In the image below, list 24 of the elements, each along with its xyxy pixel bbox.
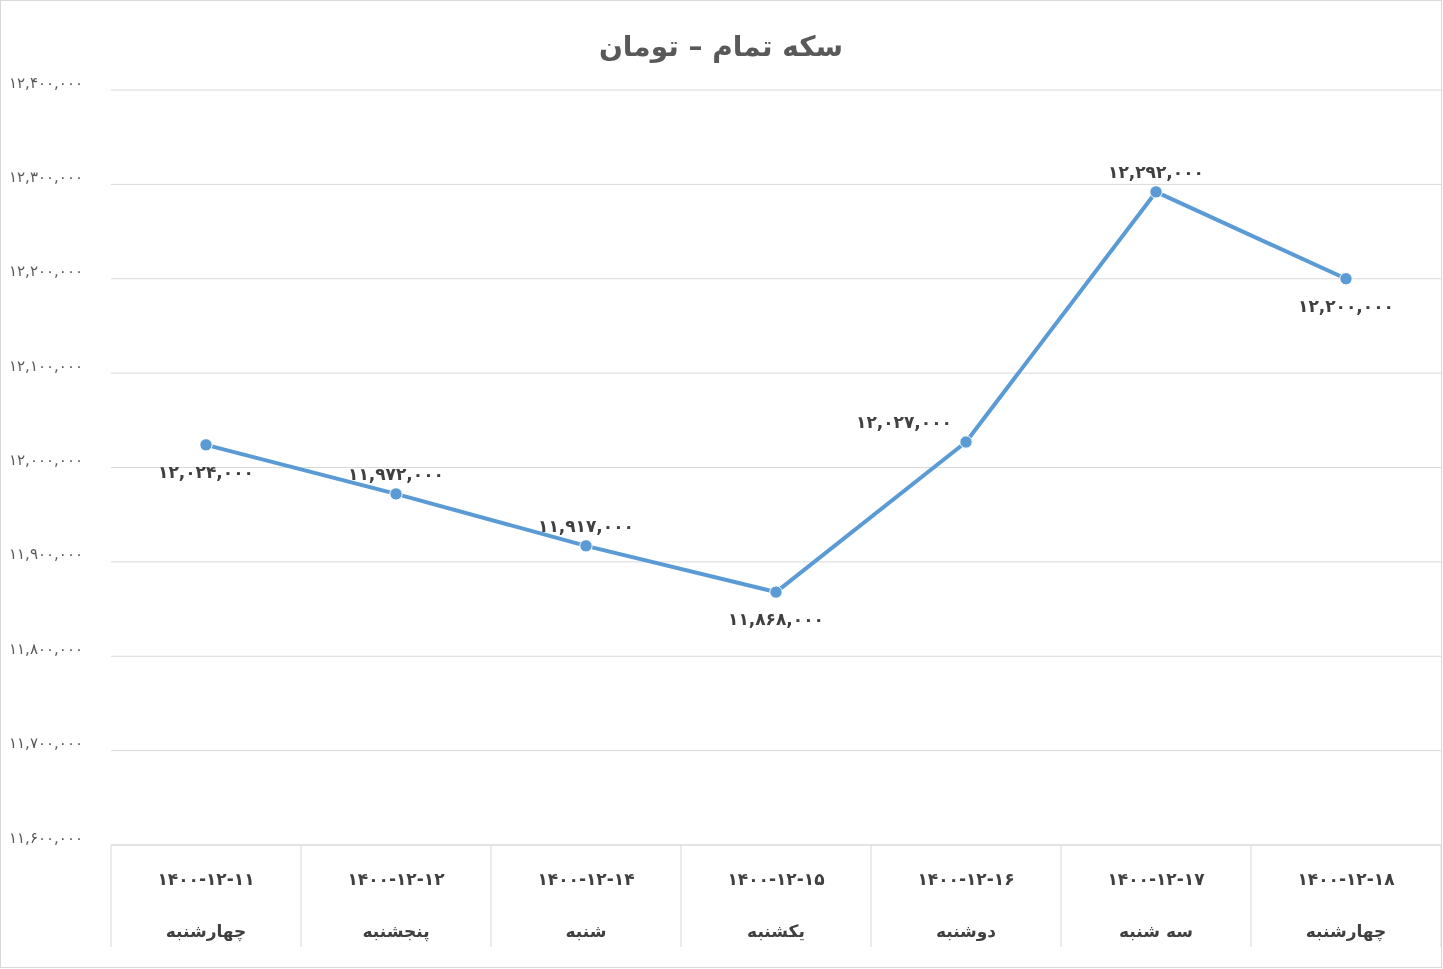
y-tick-label: ۱۲,۰۰۰,۰۰۰ <box>9 451 83 469</box>
y-tick-label: ۱۲,۴۰۰,۰۰۰ <box>9 73 83 92</box>
category-label: ۱۴۰۰-۱۲-۱۲ پنجشنبه <box>347 869 445 941</box>
data-label: ۱۲,۲۹۲,۰۰۰ <box>1108 161 1204 182</box>
category-label: ۱۴۰۰-۱۲-۱۶ دوشنبه <box>917 869 1015 941</box>
category-label: ۱۴۰۰-۱۲-۱۵ یکشنبه <box>727 869 825 941</box>
y-tick-label: ۱۲,۳۰۰,۰۰۰ <box>9 167 83 186</box>
category-label: ۱۴۰۰-۱۲-۱۸ چهارشنبه <box>1297 869 1395 941</box>
category-label: ۱۴۰۰-۱۲-۱۷ سه شنبه <box>1107 869 1205 941</box>
y-tick-label: ۱۱,۹۰۰,۰۰۰ <box>9 545 83 564</box>
data-label: ۱۲,۲۰۰,۰۰۰ <box>1298 295 1394 316</box>
data-label: ۱۱,۹۱۷,۰۰۰ <box>538 515 634 536</box>
y-tick-label: ۱۱,۷۰۰,۰۰۰ <box>9 734 83 753</box>
y-tick-label: ۱۱,۶۰۰,۰۰۰ <box>9 828 83 847</box>
y-tick-label: ۱۲,۲۰۰,۰۰۰ <box>9 262 83 281</box>
y-tick-label: ۱۲,۱۰۰,۰۰۰ <box>9 356 83 375</box>
y-tick-label: ۱۱,۸۰۰,۰۰۰ <box>9 639 83 658</box>
category-label: ۱۴۰۰-۱۲-۱۴ شنبه <box>537 869 635 941</box>
data-label: ۱۱,۸۶۸,۰۰۰ <box>728 609 824 630</box>
data-label: ۱۲,۰۲۷,۰۰۰ <box>856 412 952 433</box>
chart-title: سکه تمام – تومان <box>598 30 844 63</box>
data-label: ۱۲,۰۲۴,۰۰۰ <box>158 461 254 482</box>
data-label: ۱۱,۹۷۲,۰۰۰ <box>348 463 444 484</box>
category-label: ۱۴۰۰-۱۲-۱۱ چهارشنبه <box>157 869 255 941</box>
